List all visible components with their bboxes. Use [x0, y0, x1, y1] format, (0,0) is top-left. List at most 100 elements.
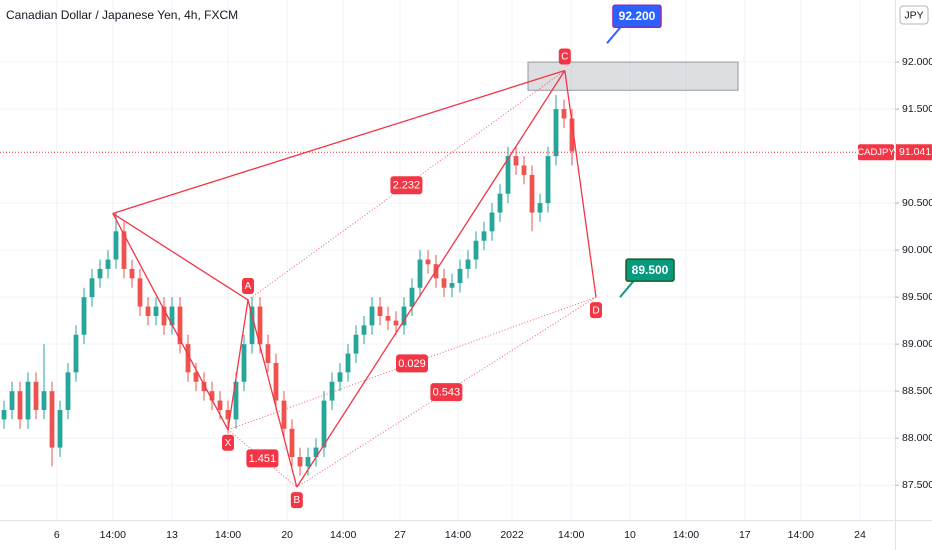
candle-body: [569, 118, 575, 152]
candle-body: [377, 306, 383, 316]
x-tick-label: 17: [739, 529, 751, 541]
candle-body: [481, 231, 487, 241]
point-box: [222, 434, 234, 451]
candle-body: [369, 306, 375, 326]
candle-body: [289, 428, 295, 457]
x-tick-label: 10: [624, 529, 636, 541]
candle-body: [1, 409, 7, 420]
x-tick-label: 14:00: [673, 529, 699, 541]
x-tick-label: 20: [281, 529, 293, 541]
pattern-line: [112, 69, 565, 215]
pattern-line: [296, 70, 566, 488]
ratio-label: 0.543: [433, 387, 461, 399]
y-tick-label: 89.000: [902, 338, 932, 350]
candle-body: [217, 400, 223, 410]
candle-body: [169, 306, 175, 326]
point-label: B: [293, 495, 300, 506]
x-tick-label: 27: [394, 529, 406, 541]
candle-body: [305, 456, 311, 467]
point-label: C: [561, 52, 568, 63]
candle-body: [545, 156, 551, 204]
candle-body: [553, 109, 559, 157]
x-tick-label: 24: [854, 529, 866, 541]
candle-body: [561, 109, 567, 119]
candle-body: [241, 344, 247, 382]
candle-body: [145, 306, 151, 316]
ratio-label: 1.451: [249, 453, 277, 465]
x-tick-label: 2022: [500, 529, 524, 541]
candle-body: [105, 259, 111, 269]
y-tick-label: 91.500: [902, 103, 932, 115]
currency-box[interactable]: [899, 5, 929, 25]
ratio-box: [396, 354, 428, 373]
candle-body: [273, 362, 279, 401]
candle-body: [513, 156, 519, 166]
y-tick-label: 89.500: [902, 291, 932, 303]
candle-body: [537, 203, 543, 213]
ratio-box: [390, 176, 423, 195]
candle-body: [65, 372, 71, 410]
x-tick-label: 14:00: [558, 529, 584, 541]
candle-body: [353, 334, 359, 354]
candle-body: [529, 174, 535, 213]
y-tick-label: 90.000: [902, 244, 932, 256]
pattern-line: [112, 212, 249, 301]
candle-body: [457, 268, 463, 284]
candle-body: [297, 456, 303, 467]
target-box: [612, 4, 662, 29]
candle-body: [9, 391, 15, 410]
target-zone: [527, 61, 739, 91]
candle-body: [57, 409, 63, 448]
price-tag: [896, 144, 932, 161]
point-box: [558, 48, 571, 65]
candle-body: [129, 268, 135, 279]
candle-body: [441, 278, 447, 288]
candle-body: [33, 381, 39, 410]
x-tick-label: 13: [166, 529, 178, 541]
candle-body: [473, 240, 479, 260]
y-tick-label: 88.000: [902, 432, 932, 444]
candle-body: [321, 400, 327, 448]
point-label: D: [592, 305, 599, 316]
currency: JPY: [904, 9, 923, 21]
candle-body: [409, 287, 415, 307]
x-tick-label: 14:00: [788, 529, 814, 541]
candle-body: [233, 381, 239, 420]
target-box: [625, 258, 675, 282]
price-label: 91.041: [899, 146, 931, 158]
candle-body: [401, 306, 407, 326]
candle-body: [449, 283, 455, 288]
candle-body: [209, 391, 215, 401]
ratio-box: [430, 383, 463, 402]
ratio-box: [246, 449, 279, 468]
x-tick-label: 6: [54, 529, 60, 541]
candle-body: [345, 353, 351, 373]
candle-body: [121, 231, 127, 269]
candle-body: [73, 334, 79, 373]
candle-body: [505, 156, 511, 194]
ratio-label: 0.029: [398, 358, 426, 370]
y-tick-label: 90.500: [902, 197, 932, 209]
y-tick-label: 92.000: [902, 56, 932, 68]
x-tick-label: 14:00: [100, 529, 126, 541]
target-label: 89.500: [632, 263, 669, 277]
candle-body: [49, 391, 55, 448]
y-tick-label: 87.500: [902, 479, 932, 491]
candle-body: [17, 391, 23, 420]
candle-body: [201, 381, 207, 392]
symbol-name: CADJPY: [857, 147, 895, 158]
x-tick-label: 14:00: [215, 529, 241, 541]
point-box: [590, 302, 602, 319]
symbol-tag: [858, 144, 894, 161]
candle-body: [393, 320, 399, 326]
candle-body: [153, 306, 159, 316]
candle-body: [25, 381, 31, 420]
candle-body: [497, 193, 503, 213]
candle-body: [225, 409, 231, 420]
candle-body: [361, 325, 367, 335]
candle-body: [425, 259, 431, 265]
ratio-label: 2.232: [393, 180, 421, 192]
candle-body: [489, 212, 495, 232]
point-label: X: [225, 438, 232, 449]
